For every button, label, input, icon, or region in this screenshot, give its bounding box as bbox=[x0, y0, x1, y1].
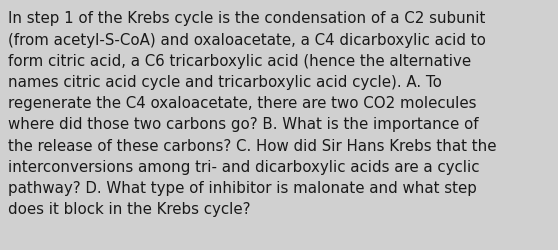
Text: In step 1 of the Krebs cycle is the condensation of a C2 subunit
(from acetyl-S-: In step 1 of the Krebs cycle is the cond… bbox=[8, 11, 497, 216]
